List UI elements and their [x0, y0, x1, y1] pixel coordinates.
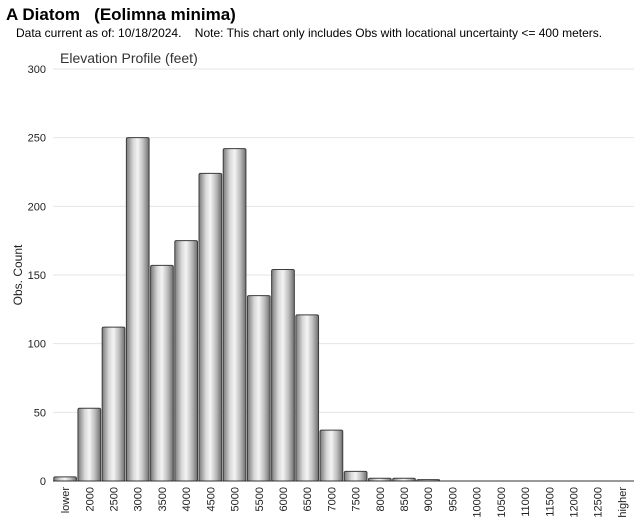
- page-subtitle: Data current as of: 10/18/2024. Note: Th…: [16, 26, 603, 40]
- x-tick-label: 5000: [230, 487, 242, 511]
- y-tick-label: 0: [40, 476, 46, 488]
- x-tick-label: higher: [617, 487, 629, 518]
- x-tick-label: 11000: [520, 487, 532, 517]
- bar-5000: [222, 148, 247, 482]
- page-title: A Diatom (Eolimna minima): [6, 5, 236, 24]
- x-tick-label: 7500: [351, 487, 363, 511]
- x-tick-label: 7000: [326, 487, 338, 511]
- x-tick-label: 2000: [84, 487, 96, 511]
- bar-5500: [246, 295, 271, 482]
- x-tick-label: 12500: [593, 487, 605, 518]
- y-axis-label: Obs. Count: [11, 244, 25, 305]
- x-tick-label: lower: [60, 487, 72, 514]
- bar-lower: [53, 476, 77, 482]
- x-tick-label: 3500: [157, 487, 169, 511]
- bar-2000: [77, 407, 102, 482]
- x-tick-label: 10500: [496, 487, 508, 518]
- bar-3000: [125, 137, 150, 482]
- x-tick-label: 4500: [205, 487, 217, 511]
- bar-7500: [343, 470, 368, 482]
- x-tick-label: 4000: [181, 487, 193, 511]
- x-tick-label: 12000: [568, 487, 580, 518]
- bar-2500: [101, 326, 126, 482]
- bar-6500: [295, 314, 320, 482]
- bar-7000: [319, 429, 344, 482]
- x-tick-label: 5500: [254, 487, 266, 511]
- y-tick-label: 100: [28, 339, 46, 351]
- x-tick-label: 8000: [375, 487, 387, 511]
- x-tick-label: 9500: [447, 487, 459, 511]
- y-tick-label: 150: [28, 270, 46, 282]
- x-tick-label: 11500: [544, 487, 556, 517]
- x-tick-label: 10000: [472, 487, 484, 518]
- x-tick-label: 2500: [109, 487, 121, 511]
- bar-3500: [150, 264, 174, 482]
- y-tick-label: 50: [34, 407, 46, 419]
- chart-title: Elevation Profile (feet): [60, 50, 198, 66]
- y-tick-label: 250: [28, 133, 46, 145]
- y-tick-label: 300: [28, 64, 46, 76]
- x-tick-label: 6000: [278, 487, 290, 511]
- bar-4500: [198, 172, 223, 482]
- x-tick-label: 3000: [133, 487, 145, 511]
- bar-4000: [174, 240, 199, 482]
- x-tick-label: 6500: [302, 487, 314, 511]
- x-tick-label: 8500: [399, 487, 411, 511]
- x-tick-label: 9000: [423, 487, 435, 511]
- bar-6000: [271, 269, 295, 482]
- y-tick-label: 200: [28, 201, 46, 213]
